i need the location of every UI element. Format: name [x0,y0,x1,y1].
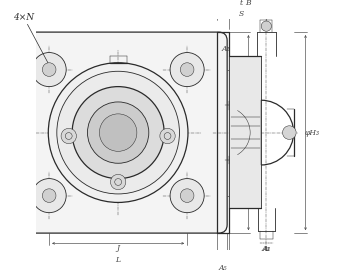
Circle shape [61,128,76,144]
Text: B: B [245,0,250,7]
Circle shape [111,174,126,190]
Circle shape [32,53,66,87]
Circle shape [48,63,188,202]
FancyBboxPatch shape [9,32,227,233]
Circle shape [57,71,180,194]
Text: L: L [116,256,121,263]
Text: A₅: A₅ [219,264,227,271]
Text: J: J [241,129,244,137]
Text: L: L [251,129,256,137]
Text: A₃: A₃ [261,245,270,253]
Text: φH₃: φH₃ [305,129,320,137]
Circle shape [42,63,56,76]
Circle shape [180,63,194,76]
Text: S: S [239,10,244,18]
Circle shape [72,87,164,179]
Circle shape [160,128,175,144]
Text: t: t [240,0,243,7]
Circle shape [180,189,194,202]
Circle shape [261,21,272,31]
Circle shape [170,179,204,213]
Text: J: J [117,244,120,251]
Circle shape [42,189,56,202]
Text: 4×N: 4×N [13,13,35,22]
Text: A₂: A₂ [221,45,230,53]
Circle shape [282,126,296,139]
Text: A₁: A₁ [262,245,271,253]
Circle shape [32,179,66,213]
Circle shape [170,53,204,87]
Circle shape [99,114,137,151]
Polygon shape [229,56,261,208]
Circle shape [88,102,149,163]
